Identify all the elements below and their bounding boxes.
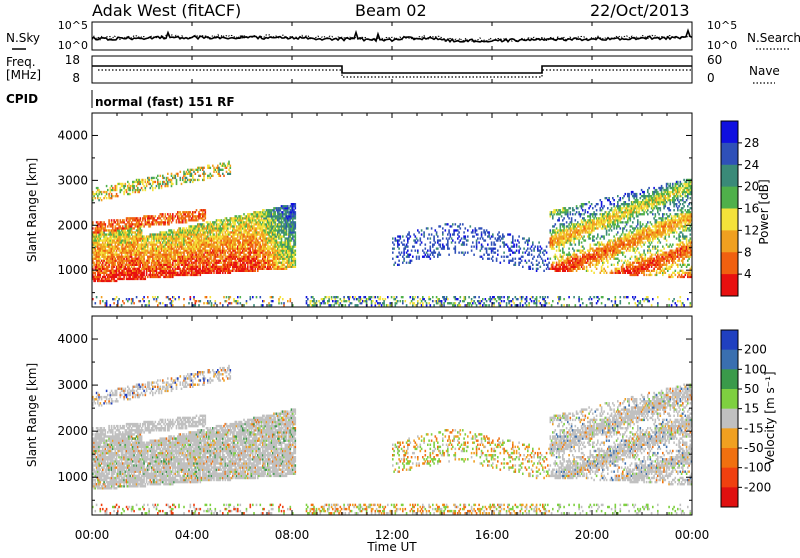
colorbar-tick-label: 4 — [744, 267, 752, 281]
freq-tick-top: 18 — [65, 53, 80, 67]
station-title: Adak West (fitACF) — [92, 1, 241, 20]
colorbar-tick-label: 8 — [744, 245, 752, 259]
colorbar-swatch — [721, 121, 738, 143]
colorbar-swatch — [721, 468, 738, 488]
x-tick-label: 20:00 — [575, 528, 610, 542]
velocity-colorbar-label: Velocity [m s⁻¹] — [763, 371, 777, 464]
nave-label: Nave — [749, 64, 780, 78]
colorbar-swatch — [721, 369, 738, 389]
colorbar-swatch — [721, 187, 738, 209]
colorbar-swatch — [721, 389, 738, 409]
y-tick-label: 1000 — [57, 470, 88, 484]
y-tick-label: 2000 — [57, 218, 88, 232]
colorbar-swatch — [721, 143, 738, 165]
nsky-tick-bottom: 10^0 — [58, 39, 88, 52]
colorbar-swatch — [721, 230, 738, 252]
nave-tick-top: 60 — [707, 53, 722, 67]
power-colorbar-label: Power [dB] — [757, 179, 771, 244]
nsearch-tick-top: 10^5 — [707, 19, 737, 32]
colorbar-swatch — [721, 209, 738, 231]
y-tick-label: 4000 — [57, 128, 88, 142]
nsearch-label: N.Search — [747, 31, 800, 45]
velocity-heatmap — [92, 365, 692, 515]
freq-label-line1: Freq. — [6, 55, 36, 69]
y-tick-label: 3000 — [57, 378, 88, 392]
date-title: 22/Oct/2013 — [590, 1, 690, 20]
x-axis-label: Time UT — [366, 540, 417, 554]
x-tick-label: 16:00 — [475, 528, 510, 542]
y-tick-label: 4000 — [57, 332, 88, 346]
velocity-y-label: Slant Range [km] — [25, 363, 39, 467]
colorbar-swatch — [721, 252, 738, 274]
colorbar-tick-label: 15 — [744, 402, 759, 416]
y-tick-label: 3000 — [57, 173, 88, 187]
cpid-text: normal (fast) 151 RF — [95, 95, 235, 109]
freq-label-line2: [MHz] — [6, 68, 41, 82]
x-tick-label: 00:00 — [675, 528, 710, 542]
colorbar-tick-label: -50 — [744, 441, 764, 455]
freq-tick-bottom: 8 — [72, 71, 80, 85]
colorbar-tick-label: -15 — [744, 421, 764, 435]
nsearch-tick-bottom: 10^0 — [707, 39, 737, 52]
colorbar-swatch — [721, 274, 738, 296]
nsky-tick-top: 10^5 — [58, 19, 88, 32]
nsky-label: N.Sky — [6, 31, 40, 45]
colorbar-swatch — [721, 165, 738, 187]
x-tick-label: 08:00 — [275, 528, 310, 542]
y-tick-label: 2000 — [57, 424, 88, 438]
x-tick-label: 00:00 — [75, 528, 110, 542]
colorbar-swatch — [721, 448, 738, 468]
colorbar-tick-label: -200 — [744, 480, 771, 494]
power-heatmap — [92, 161, 692, 307]
colorbar-swatch — [721, 330, 738, 350]
colorbar-tick-label: 28 — [744, 136, 759, 150]
colorbar-tick-label: 200 — [744, 343, 767, 357]
colorbar-tick-label: 50 — [744, 382, 759, 396]
power-y-label: Slant Range [km] — [25, 158, 39, 262]
cpid-label: CPID — [6, 92, 38, 106]
colorbar-swatch — [721, 487, 738, 507]
beam-title: Beam 02 — [355, 1, 427, 20]
y-tick-label: 1000 — [57, 263, 88, 277]
x-tick-label: 04:00 — [175, 528, 210, 542]
colorbar-swatch — [721, 428, 738, 448]
colorbar-swatch — [721, 350, 738, 370]
colorbar-swatch — [721, 409, 738, 429]
colorbar-tick-label: 24 — [744, 158, 759, 172]
nave-tick-bottom: 0 — [707, 71, 715, 85]
